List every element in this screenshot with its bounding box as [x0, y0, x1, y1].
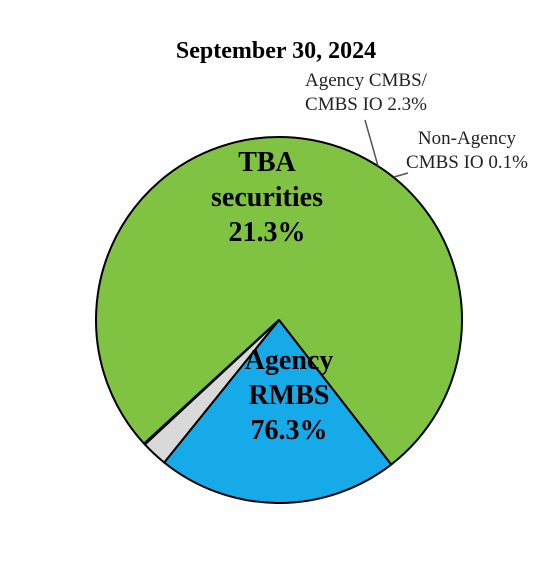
pie-slice-3 [143, 319, 280, 446]
slice-labels: Agency RMBS 76.3% TBA securities 21.3% Agency … [211, 70, 528, 446]
slice-label-2-line-1: CMBS IO 2.3% [305, 94, 427, 115]
chart-title: September 30, 2024 [176, 38, 376, 64]
slice-label-2-line-0: Agency CMBS/ [305, 70, 428, 91]
leader-line-2 [364, 119, 379, 167]
slice-label-0-line-2: 76.3% [251, 415, 328, 446]
slice-label-0-line-1: RMBS [249, 380, 330, 411]
slice-label-0: Agency RMBS 76.3% [245, 345, 334, 446]
slice-label-0-line-0: Agency [245, 345, 334, 376]
slice-label-1-line-2: 21.3% [229, 217, 306, 248]
slice-label-3-line-1: CMBS IO 0.1% [406, 152, 528, 173]
pie-slice-1 [163, 319, 393, 504]
slice-label-3-line-0: Non-Agency [418, 128, 517, 149]
pie-slices [95, 136, 463, 504]
pie-slice-0 [95, 136, 463, 466]
slice-label-3: Non-Agency CMBS IO 0.1% [406, 128, 528, 173]
leader-line-3 [393, 172, 409, 178]
slice-label-1-line-1: securities [211, 182, 323, 213]
slice-label-1-line-0: TBA [238, 147, 296, 178]
slice-label-2: Agency CMBS/CMBS IO 2.3% [305, 70, 428, 115]
leader-lines [364, 119, 409, 178]
slice-label-1: TBA securities 21.3% [211, 147, 323, 248]
